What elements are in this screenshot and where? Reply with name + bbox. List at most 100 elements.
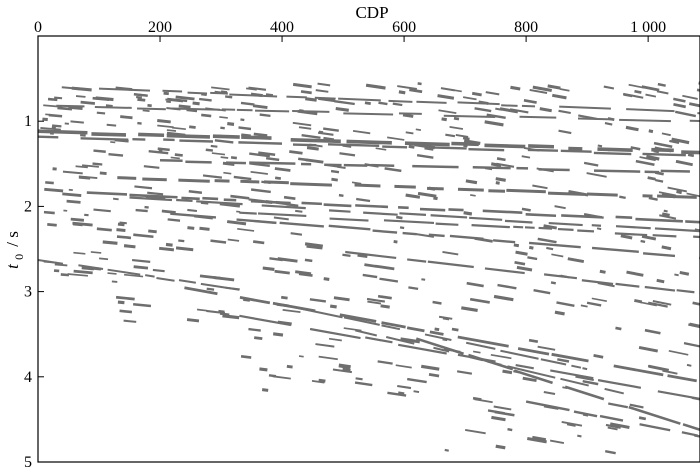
seismic-segment (474, 398, 493, 404)
y-axis-label-main: t (3, 263, 22, 269)
reflection-segment (416, 100, 447, 104)
reflection-segment (129, 196, 173, 202)
seismic-segment (474, 107, 492, 113)
reflection-segment (560, 149, 592, 153)
reflection-segment (223, 198, 237, 202)
seismic-segment (107, 272, 117, 275)
seismic-segment (661, 132, 671, 137)
seismic-segment (667, 186, 687, 193)
reflection-segment (507, 365, 556, 379)
reflection-segment (404, 141, 450, 147)
reflection-segment (468, 147, 505, 152)
seismic-segment (96, 111, 106, 115)
seismic-segment (175, 95, 195, 101)
seismic-segment (387, 136, 405, 141)
seismic-segment (536, 167, 554, 173)
seismic-segment (521, 155, 531, 159)
seismic-segment (51, 124, 62, 128)
reflection-segment (343, 316, 380, 326)
seismic-segment (147, 191, 164, 196)
reflection-segment (257, 212, 307, 218)
seismic-segment (533, 289, 551, 295)
seismic-segment (409, 88, 423, 94)
seismic-segment (593, 354, 604, 359)
seismic-segment (99, 257, 109, 261)
reflection-segment (338, 97, 381, 102)
seismic-segment (265, 157, 280, 162)
plot-area (37, 81, 700, 455)
seismic-segment (416, 233, 435, 238)
seismic-segment (166, 131, 186, 137)
seismic-segment (432, 300, 442, 305)
reflection-segment (363, 211, 398, 216)
reflection-segment (309, 327, 361, 340)
seismic-segment (528, 338, 539, 344)
seismic-segment (95, 96, 114, 102)
seismic-segment (112, 197, 119, 201)
seismic-segment (166, 100, 171, 103)
reflection-segment (525, 400, 570, 412)
seismic-segment (230, 156, 237, 160)
seismic-segment (163, 91, 169, 96)
seismic-segment (495, 181, 500, 185)
seismic-segment (546, 246, 554, 251)
seismic-segment (66, 199, 81, 204)
reflection-segment (399, 212, 427, 216)
seismic-segment (653, 149, 660, 154)
seismic-segment (90, 251, 102, 254)
seismic-segment (694, 228, 700, 232)
seismic-segment (597, 282, 615, 288)
seismic-segment (625, 125, 639, 132)
seismic-segment (532, 85, 552, 92)
y-axis-label-sub: 0 (12, 254, 26, 260)
reflection-segment (294, 306, 343, 319)
reflection-segment (202, 196, 219, 201)
reflection-segment (339, 313, 377, 323)
seismic-segment (304, 242, 324, 248)
seismic-segment (306, 146, 319, 151)
seismic-segment (116, 235, 132, 240)
seismic-segment (646, 154, 660, 161)
seismic-segment (329, 304, 337, 309)
seismic-segment (547, 84, 561, 90)
seismic-segment (44, 187, 64, 193)
seismic-segment (157, 119, 171, 124)
seismic-segment (227, 238, 240, 242)
seismic-segment (562, 386, 568, 389)
reflection-segment (329, 217, 369, 222)
reflection-segment (306, 245, 323, 250)
seismic-segment (75, 165, 88, 169)
seismic-segment (240, 101, 255, 106)
seismic-segment (634, 89, 642, 94)
seismic-segment (444, 448, 449, 452)
reflection-segment (524, 226, 535, 229)
seismic-segment (276, 302, 289, 308)
seismic-segment (54, 96, 63, 100)
seismic-segment (245, 87, 257, 91)
seismic-segment (580, 304, 588, 308)
seismic-segment (384, 167, 402, 173)
seismic-segment (523, 99, 537, 104)
reflection-segment (162, 89, 183, 93)
seismic-segment (243, 299, 250, 302)
reflection-segment (327, 143, 380, 147)
seismic-segment (623, 93, 633, 98)
seismic-segment (387, 391, 407, 397)
seismic-segment (143, 165, 160, 169)
seismic-segment (686, 192, 700, 198)
seismic-segment (516, 265, 533, 272)
seismic-segment (300, 90, 312, 95)
seismic-segment (222, 161, 235, 166)
seismic-segment (599, 269, 606, 274)
seismic-segment (45, 181, 54, 185)
reflection-segment (382, 145, 408, 149)
reflection-segment (399, 112, 422, 115)
seismic-segment (619, 195, 626, 200)
reflection-segment (676, 289, 695, 294)
reflection-segment (501, 104, 518, 107)
seismic-segment (175, 246, 194, 252)
seismic-segment (257, 220, 274, 224)
reflection-segment (519, 115, 557, 119)
seismic-segment (218, 309, 225, 313)
seismic-segment (220, 156, 229, 159)
